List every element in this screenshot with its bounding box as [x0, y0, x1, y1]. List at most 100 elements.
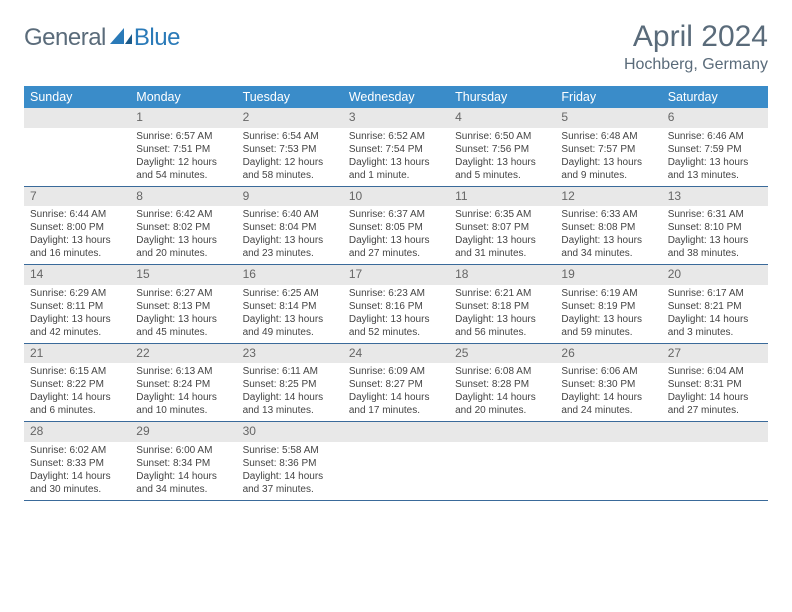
daylight-text: Daylight: 13 hours and 49 minutes. — [243, 313, 337, 339]
day-cell: 22Sunrise: 6:13 AMSunset: 8:24 PMDayligh… — [130, 343, 236, 422]
day-content: Sunrise: 6:50 AMSunset: 7:56 PMDaylight:… — [449, 128, 555, 186]
day-number: 23 — [237, 344, 343, 364]
day-number: 29 — [130, 422, 236, 442]
daylight-text: Daylight: 14 hours and 34 minutes. — [136, 470, 230, 496]
sunrise-text: Sunrise: 6:21 AM — [455, 287, 549, 300]
day-number: 27 — [662, 344, 768, 364]
day-content: Sunrise: 6:15 AMSunset: 8:22 PMDaylight:… — [24, 363, 130, 421]
day-number — [449, 422, 555, 442]
daylight-text: Daylight: 13 hours and 1 minute. — [349, 156, 443, 182]
sunset-text: Sunset: 8:19 PM — [561, 300, 655, 313]
sunset-text: Sunset: 8:31 PM — [668, 378, 762, 391]
day-content: Sunrise: 5:58 AMSunset: 8:36 PMDaylight:… — [237, 442, 343, 500]
sunset-text: Sunset: 8:28 PM — [455, 378, 549, 391]
day-content: Sunrise: 6:35 AMSunset: 8:07 PMDaylight:… — [449, 206, 555, 264]
daylight-text: Daylight: 14 hours and 13 minutes. — [243, 391, 337, 417]
sunset-text: Sunset: 8:22 PM — [30, 378, 124, 391]
day-number: 20 — [662, 265, 768, 285]
day-cell: 30Sunrise: 5:58 AMSunset: 8:36 PMDayligh… — [237, 422, 343, 501]
daylight-text: Daylight: 13 hours and 45 minutes. — [136, 313, 230, 339]
day-content: Sunrise: 6:02 AMSunset: 8:33 PMDaylight:… — [24, 442, 130, 500]
day-number: 8 — [130, 187, 236, 207]
day-number: 2 — [237, 108, 343, 128]
day-content: Sunrise: 6:23 AMSunset: 8:16 PMDaylight:… — [343, 285, 449, 343]
day-cell: 28Sunrise: 6:02 AMSunset: 8:33 PMDayligh… — [24, 422, 130, 501]
day-content: Sunrise: 6:27 AMSunset: 8:13 PMDaylight:… — [130, 285, 236, 343]
sunrise-text: Sunrise: 6:31 AM — [668, 208, 762, 221]
logo-sail-icon — [110, 26, 132, 44]
day-cell: 21Sunrise: 6:15 AMSunset: 8:22 PMDayligh… — [24, 343, 130, 422]
day-cell: 6Sunrise: 6:46 AMSunset: 7:59 PMDaylight… — [662, 108, 768, 186]
logo: General Blue — [24, 24, 180, 52]
day-cell: 2Sunrise: 6:54 AMSunset: 7:53 PMDaylight… — [237, 108, 343, 186]
day-number: 4 — [449, 108, 555, 128]
sunset-text: Sunset: 7:56 PM — [455, 143, 549, 156]
day-number: 11 — [449, 187, 555, 207]
sunset-text: Sunset: 8:08 PM — [561, 221, 655, 234]
header: General Blue April 2024 Hochberg, German… — [24, 20, 768, 74]
day-number: 15 — [130, 265, 236, 285]
day-content: Sunrise: 6:37 AMSunset: 8:05 PMDaylight:… — [343, 206, 449, 264]
day-cell: 29Sunrise: 6:00 AMSunset: 8:34 PMDayligh… — [130, 422, 236, 501]
day-cell — [449, 422, 555, 501]
dow-sunday: Sunday — [24, 86, 130, 108]
day-cell: 9Sunrise: 6:40 AMSunset: 8:04 PMDaylight… — [237, 186, 343, 265]
sunset-text: Sunset: 8:30 PM — [561, 378, 655, 391]
day-cell: 8Sunrise: 6:42 AMSunset: 8:02 PMDaylight… — [130, 186, 236, 265]
week-row: 7Sunrise: 6:44 AMSunset: 8:00 PMDaylight… — [24, 186, 768, 265]
day-number: 7 — [24, 187, 130, 207]
day-number: 13 — [662, 187, 768, 207]
day-content: Sunrise: 6:04 AMSunset: 8:31 PMDaylight:… — [662, 363, 768, 421]
day-number: 6 — [662, 108, 768, 128]
day-content: Sunrise: 6:33 AMSunset: 8:08 PMDaylight:… — [555, 206, 661, 264]
week-row: 1Sunrise: 6:57 AMSunset: 7:51 PMDaylight… — [24, 108, 768, 186]
day-cell — [343, 422, 449, 501]
day-number: 28 — [24, 422, 130, 442]
daylight-text: Daylight: 13 hours and 34 minutes. — [561, 234, 655, 260]
day-content: Sunrise: 6:17 AMSunset: 8:21 PMDaylight:… — [662, 285, 768, 343]
sunrise-text: Sunrise: 6:37 AM — [349, 208, 443, 221]
day-number: 25 — [449, 344, 555, 364]
day-content: Sunrise: 6:25 AMSunset: 8:14 PMDaylight:… — [237, 285, 343, 343]
day-number — [555, 422, 661, 442]
day-cell: 10Sunrise: 6:37 AMSunset: 8:05 PMDayligh… — [343, 186, 449, 265]
day-cell: 27Sunrise: 6:04 AMSunset: 8:31 PMDayligh… — [662, 343, 768, 422]
day-content — [343, 442, 449, 498]
day-number: 24 — [343, 344, 449, 364]
sunset-text: Sunset: 7:51 PM — [136, 143, 230, 156]
sunrise-text: Sunrise: 6:44 AM — [30, 208, 124, 221]
sunset-text: Sunset: 7:54 PM — [349, 143, 443, 156]
sunset-text: Sunset: 8:36 PM — [243, 457, 337, 470]
day-number: 16 — [237, 265, 343, 285]
sunrise-text: Sunrise: 6:06 AM — [561, 365, 655, 378]
daylight-text: Daylight: 13 hours and 56 minutes. — [455, 313, 549, 339]
sunrise-text: Sunrise: 6:13 AM — [136, 365, 230, 378]
day-cell: 7Sunrise: 6:44 AMSunset: 8:00 PMDaylight… — [24, 186, 130, 265]
day-number — [662, 422, 768, 442]
day-number: 5 — [555, 108, 661, 128]
sunset-text: Sunset: 8:05 PM — [349, 221, 443, 234]
day-content — [449, 442, 555, 498]
sunrise-text: Sunrise: 6:54 AM — [243, 130, 337, 143]
sunset-text: Sunset: 8:11 PM — [30, 300, 124, 313]
sunset-text: Sunset: 8:34 PM — [136, 457, 230, 470]
sunrise-text: Sunrise: 6:19 AM — [561, 287, 655, 300]
week-row: 14Sunrise: 6:29 AMSunset: 8:11 PMDayligh… — [24, 265, 768, 344]
sunset-text: Sunset: 7:53 PM — [243, 143, 337, 156]
day-cell: 1Sunrise: 6:57 AMSunset: 7:51 PMDaylight… — [130, 108, 236, 186]
daylight-text: Daylight: 13 hours and 16 minutes. — [30, 234, 124, 260]
daylight-text: Daylight: 13 hours and 27 minutes. — [349, 234, 443, 260]
sunset-text: Sunset: 8:25 PM — [243, 378, 337, 391]
day-cell: 16Sunrise: 6:25 AMSunset: 8:14 PMDayligh… — [237, 265, 343, 344]
sunrise-text: Sunrise: 6:04 AM — [668, 365, 762, 378]
day-cell: 18Sunrise: 6:21 AMSunset: 8:18 PMDayligh… — [449, 265, 555, 344]
sunset-text: Sunset: 8:00 PM — [30, 221, 124, 234]
sunset-text: Sunset: 8:16 PM — [349, 300, 443, 313]
day-number: 9 — [237, 187, 343, 207]
day-content: Sunrise: 6:21 AMSunset: 8:18 PMDaylight:… — [449, 285, 555, 343]
sunrise-text: Sunrise: 5:58 AM — [243, 444, 337, 457]
sunrise-text: Sunrise: 6:17 AM — [668, 287, 762, 300]
sunset-text: Sunset: 8:02 PM — [136, 221, 230, 234]
day-number — [343, 422, 449, 442]
sunrise-text: Sunrise: 6:02 AM — [30, 444, 124, 457]
